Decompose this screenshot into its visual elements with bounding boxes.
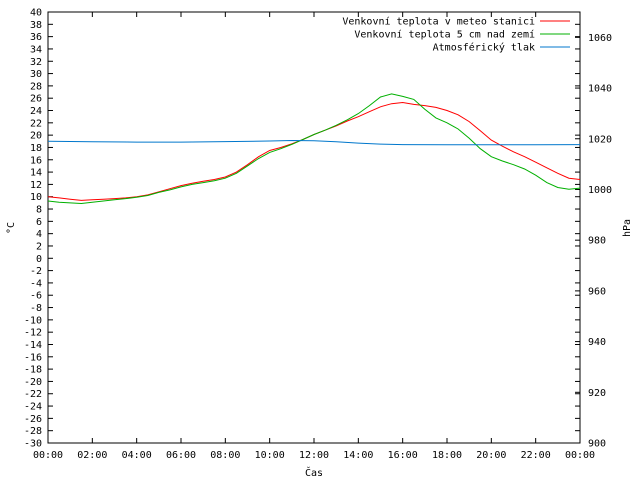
series-line-2 bbox=[47, 93, 581, 205]
x-tick-label: 10:00 bbox=[255, 450, 285, 461]
y-left-tick-label: -16 bbox=[24, 352, 42, 363]
x-tick-label: 20:00 bbox=[476, 450, 506, 461]
y-right-tick-label: 920 bbox=[588, 388, 606, 399]
y-left-tick-label: -24 bbox=[24, 402, 42, 413]
y-right-tick-label: 960 bbox=[588, 286, 606, 297]
y-left-tick-label: 8 bbox=[36, 205, 42, 216]
y-left-tick-label: -6 bbox=[30, 291, 42, 302]
y-right-tick-label: 1000 bbox=[588, 185, 612, 196]
legend-entry-label: Venkovní teplota v meteo stanici bbox=[342, 16, 535, 28]
y-left-tick-label: 2 bbox=[36, 241, 42, 252]
y-right-tick-label: 1040 bbox=[588, 84, 612, 95]
y-left-tick-label: 6 bbox=[36, 217, 42, 228]
y-left-tick-label: -22 bbox=[24, 389, 42, 400]
x-tick-label: 22:00 bbox=[521, 450, 551, 461]
x-tick-label: 14:00 bbox=[343, 450, 373, 461]
y-left-tick-label: 20 bbox=[30, 131, 42, 142]
y-left-tick-label: 12 bbox=[30, 180, 42, 191]
y-right-tick-label: 1060 bbox=[588, 33, 612, 44]
y-left-tick-label: 10 bbox=[30, 192, 42, 203]
y-left-tick-label: -4 bbox=[30, 278, 42, 289]
y-left-tick-label: -28 bbox=[24, 426, 42, 437]
y-left-tick-label: 18 bbox=[30, 143, 42, 154]
y-right-tick-label: 980 bbox=[588, 236, 606, 247]
series-layer bbox=[47, 93, 581, 205]
x-axis-label: Čas bbox=[305, 466, 323, 479]
x-tick-label: 16:00 bbox=[388, 450, 418, 461]
axes: 4038363432302826242220181614121086420-2-… bbox=[6, 8, 633, 480]
y-left-tick-label: 22 bbox=[30, 118, 42, 129]
y-left-tick-label: -2 bbox=[30, 266, 42, 277]
y-left-tick-label: -10 bbox=[24, 315, 42, 326]
y-left-tick-label: -18 bbox=[24, 365, 42, 376]
legend-entry-label: Atmosférický tlak bbox=[433, 42, 535, 54]
y-left-tick-label: 40 bbox=[30, 8, 42, 19]
legend-entry-label: Venkovní teplota 5 cm nad zemí bbox=[354, 29, 535, 41]
y-left-tick-label: 24 bbox=[30, 106, 42, 117]
y-left-tick-label: -26 bbox=[24, 414, 42, 425]
y-left-tick-label: -8 bbox=[30, 303, 42, 314]
y-left-tick-label: 36 bbox=[30, 32, 42, 43]
y-left-tick-label: 28 bbox=[30, 81, 42, 92]
y-left-tick-label: -30 bbox=[24, 439, 42, 450]
y-left-tick-label: 4 bbox=[36, 229, 42, 240]
y-left-tick-label: -14 bbox=[24, 340, 42, 351]
y-right-tick-label: 1020 bbox=[588, 134, 612, 145]
series-line-1 bbox=[47, 101, 581, 201]
y-axis-left-label: °C bbox=[6, 222, 17, 234]
y-right-tick-label: 940 bbox=[588, 337, 606, 348]
y-left-tick-label: 16 bbox=[30, 155, 42, 166]
legend: Venkovní teplota v meteo staniciVenkovní… bbox=[342, 16, 570, 54]
y-left-tick-label: -12 bbox=[24, 328, 42, 339]
y-left-tick-label: 0 bbox=[36, 254, 42, 265]
x-tick-label: 06:00 bbox=[166, 450, 196, 461]
y-left-tick-label: 38 bbox=[30, 20, 42, 31]
x-tick-label: 12:00 bbox=[299, 450, 329, 461]
y-axis-right-label: hPa bbox=[622, 219, 633, 237]
x-tick-label: 18:00 bbox=[432, 450, 462, 461]
y-left-tick-label: 30 bbox=[30, 69, 42, 80]
x-tick-label: 08:00 bbox=[210, 450, 240, 461]
y-left-tick-label: 14 bbox=[30, 168, 42, 179]
x-tick-label: 02:00 bbox=[77, 450, 107, 461]
series-line-3 bbox=[47, 139, 581, 146]
plot-frame bbox=[47, 11, 581, 444]
y-left-tick-label: 26 bbox=[30, 94, 42, 105]
x-tick-label: 00:00 bbox=[565, 450, 595, 461]
y-left-tick-label: -20 bbox=[24, 377, 42, 388]
x-tick-label: 04:00 bbox=[122, 450, 152, 461]
y-left-tick-label: 32 bbox=[30, 57, 42, 68]
y-right-tick-label: 900 bbox=[588, 439, 606, 450]
x-tick-label: 00:00 bbox=[33, 450, 63, 461]
y-left-tick-label: 34 bbox=[30, 44, 42, 55]
